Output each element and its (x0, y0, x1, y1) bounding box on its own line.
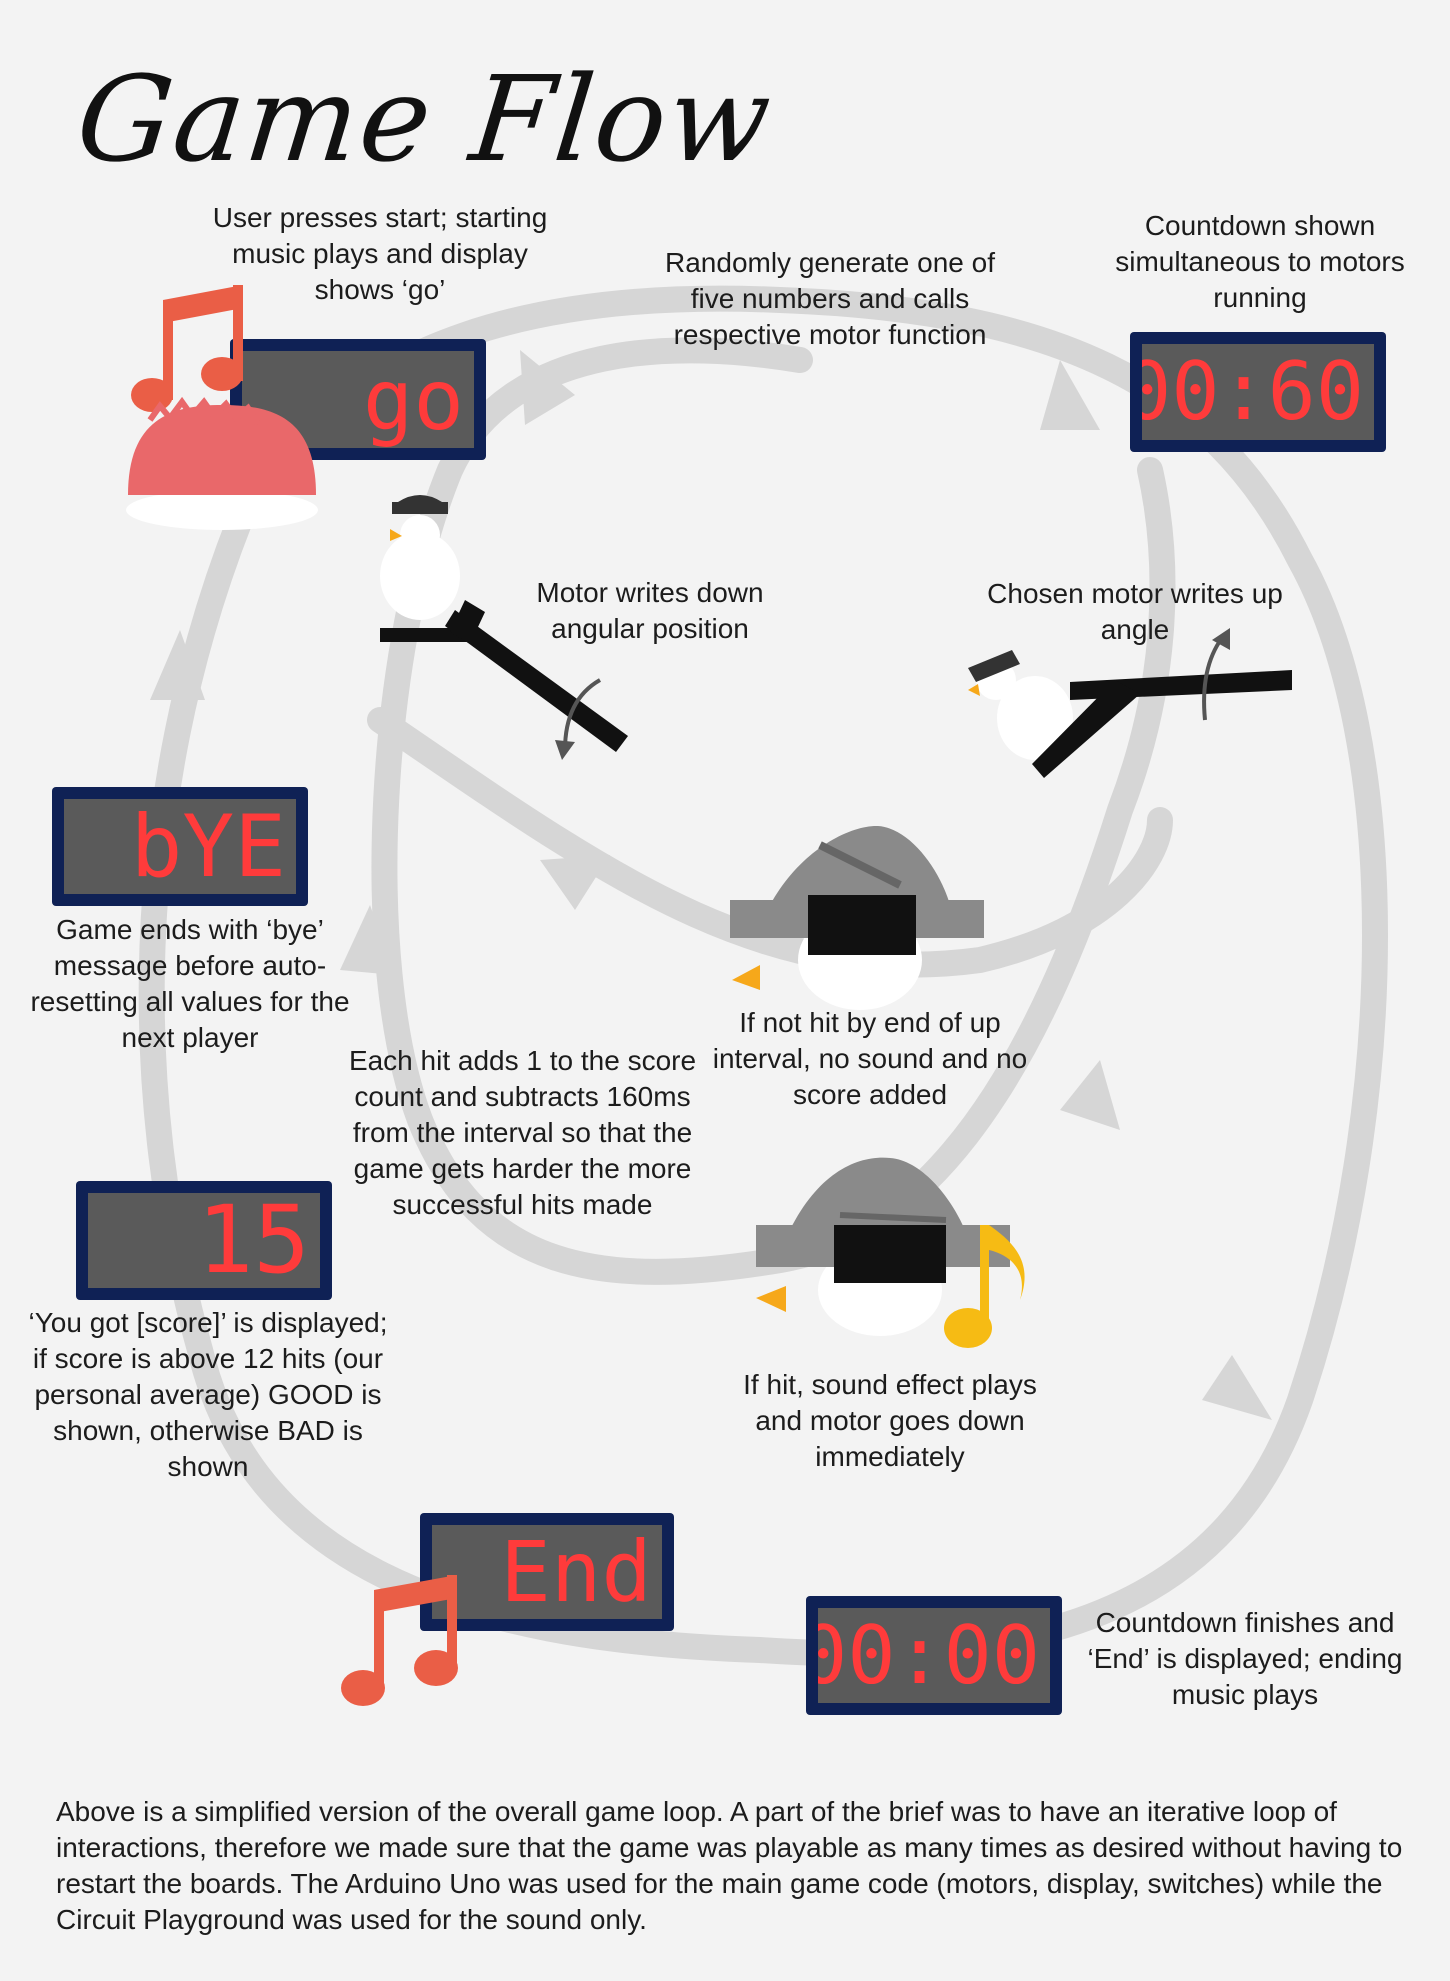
display-bye-text: bYE (130, 799, 286, 894)
display-countdown-end-text: 00:00 (818, 1608, 1040, 1702)
crossing-arrow (367, 707, 1173, 978)
arrowhead-6 (340, 905, 395, 975)
step-finish-label: Countdown finishes and ‘End’ is displaye… (1087, 1607, 1403, 1710)
step-motor-down-label: Motor writes down angular position (536, 577, 764, 644)
step-score-label: ‘You got [score]’ is displayed; if score… (28, 1307, 388, 1482)
step-not-hit-label: If not hit by end of up interval, no sou… (712, 1007, 1028, 1110)
step-start-label: User presses start; starting music plays… (212, 202, 548, 305)
display-end: End (420, 1513, 674, 1631)
outer-loop-arrow (138, 285, 1388, 1667)
arrowhead-7 (540, 855, 610, 910)
display-bye: bYE (52, 787, 308, 906)
arrowhead-4 (1060, 1060, 1120, 1130)
display-end-text: End (500, 1525, 652, 1619)
display-countdown-start-text: 00:60 (1142, 345, 1364, 438)
display-go-text: go (362, 351, 464, 448)
display-score: 15 (76, 1181, 332, 1300)
footer-description: Above is a simplified version of the ove… (56, 1796, 1403, 1935)
step-motor-up-label: Chosen motor writes up angle (987, 578, 1283, 645)
display-go: go (230, 339, 486, 460)
step-bye-label: Game ends with ‘bye’ message before auto… (30, 914, 350, 1053)
display-countdown-end: 00:00 (806, 1596, 1062, 1715)
display-countdown-start: 00:60 (1130, 332, 1386, 452)
page-title: Game Flow (70, 50, 779, 188)
display-score-text: 15 (196, 1193, 310, 1288)
arrowhead-1 (520, 350, 575, 425)
arrowhead-3 (1202, 1355, 1272, 1420)
arrowhead-2 (1040, 360, 1100, 430)
step-hit-label: If hit, sound effect plays and motor goe… (743, 1369, 1037, 1472)
arrowhead-5 (150, 630, 205, 700)
step-random-label: Randomly generate one of five numbers an… (665, 247, 995, 350)
step-hit-adds-label: Each hit adds 1 to the score count and s… (348, 1045, 697, 1220)
step-countdown-label: Countdown shown simultaneous to motors r… (1115, 210, 1405, 313)
